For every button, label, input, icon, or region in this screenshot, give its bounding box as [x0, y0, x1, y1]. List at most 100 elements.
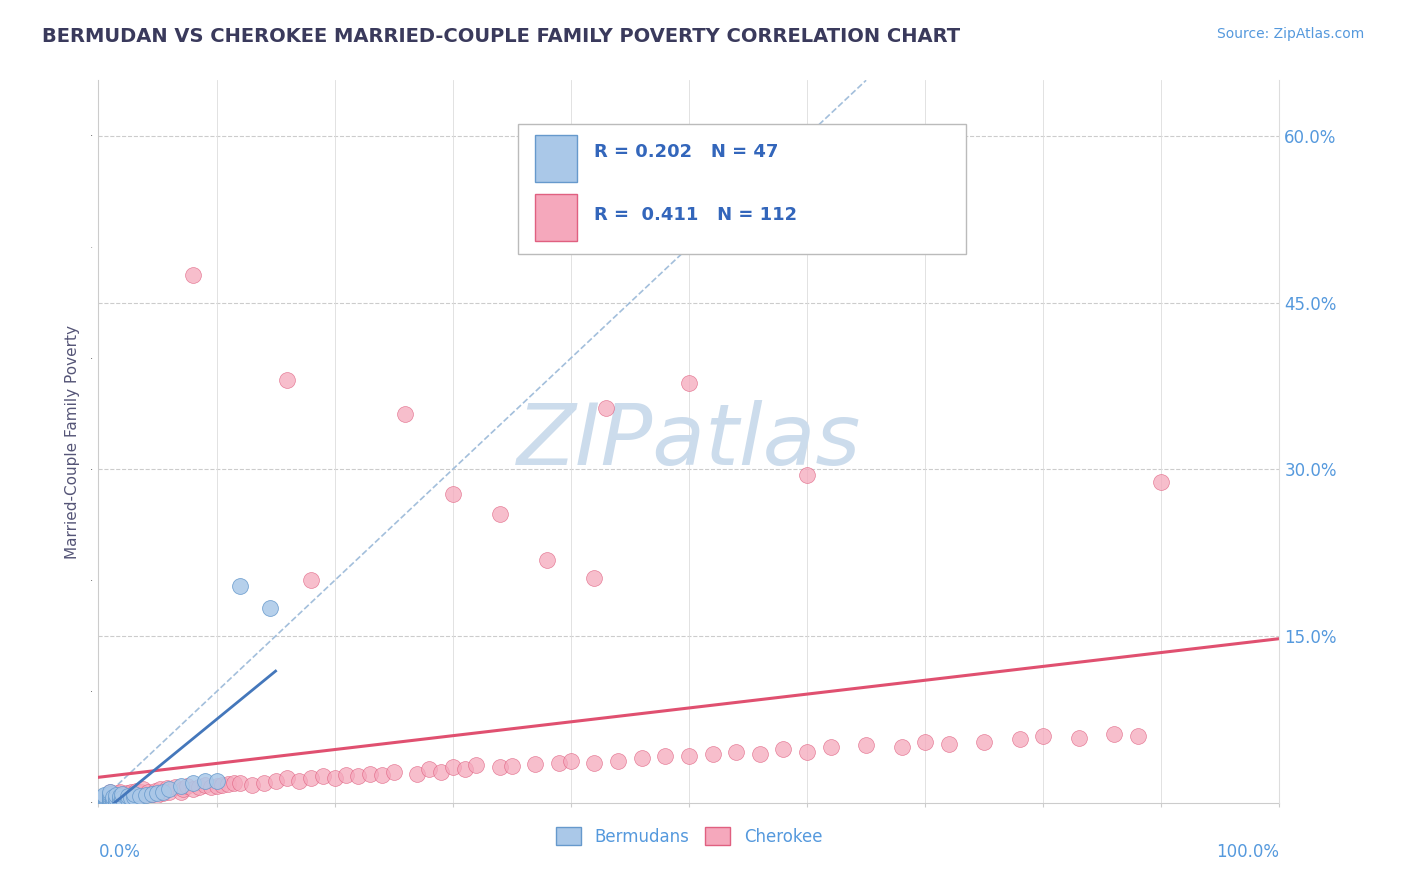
Point	[122, 791, 145, 805]
Point	[796, 745, 818, 759]
Point	[181, 776, 204, 790]
Point	[1008, 732, 1031, 747]
Point	[172, 782, 194, 797]
Point	[101, 795, 124, 809]
Point	[1126, 729, 1149, 743]
Point	[105, 790, 128, 805]
Point	[430, 764, 453, 779]
Point	[125, 783, 148, 797]
Legend: Bermudans, Cherokee: Bermudans, Cherokee	[548, 821, 830, 852]
Point	[107, 786, 129, 800]
Point	[205, 773, 228, 788]
Point	[276, 373, 298, 387]
Point	[489, 507, 512, 521]
Point	[820, 740, 842, 755]
Text: 100.0%: 100.0%	[1216, 843, 1279, 861]
Point	[1067, 731, 1090, 746]
Point	[128, 788, 150, 802]
Point	[406, 767, 429, 781]
Point	[152, 786, 174, 800]
Text: ZIPatlas: ZIPatlas	[517, 400, 860, 483]
Point	[259, 601, 281, 615]
Point	[96, 791, 118, 805]
Point	[141, 787, 163, 801]
Point	[194, 778, 217, 792]
Bar	[536, 194, 576, 241]
Point	[501, 759, 523, 773]
Point	[914, 734, 936, 748]
Point	[108, 792, 131, 806]
Point	[105, 788, 128, 802]
Point	[111, 788, 134, 802]
Point	[489, 760, 512, 774]
Point	[165, 780, 187, 795]
Point	[772, 742, 794, 756]
Point	[323, 772, 346, 786]
Point	[253, 776, 276, 790]
Point	[93, 788, 115, 802]
Point	[97, 790, 120, 805]
Point	[93, 796, 115, 810]
Point	[465, 758, 488, 772]
Point	[101, 790, 124, 805]
Y-axis label: Married-Couple Family Poverty: Married-Couple Family Poverty	[65, 325, 80, 558]
Point	[105, 788, 128, 802]
Point	[115, 786, 138, 800]
Point	[394, 407, 416, 421]
Point	[748, 747, 770, 761]
Point	[122, 787, 145, 801]
Point	[98, 795, 121, 809]
Point	[149, 782, 172, 797]
Point	[725, 745, 748, 759]
Point	[105, 795, 128, 809]
Point	[143, 783, 166, 797]
Point	[121, 785, 143, 799]
Point	[93, 791, 115, 805]
Point	[98, 785, 121, 799]
Point	[111, 792, 134, 806]
Point	[93, 796, 115, 810]
Point	[264, 773, 287, 788]
Point	[98, 787, 121, 801]
Point	[335, 768, 357, 782]
Point	[453, 763, 475, 777]
Point	[117, 790, 139, 805]
Point	[98, 794, 121, 808]
Point	[170, 785, 193, 799]
Point	[98, 787, 121, 801]
Point	[105, 791, 128, 805]
Point	[104, 789, 127, 804]
Point	[312, 769, 335, 783]
Point	[224, 776, 246, 790]
Point	[105, 794, 128, 808]
Point	[194, 773, 217, 788]
Point	[93, 796, 115, 810]
Point	[176, 779, 198, 793]
Point	[103, 791, 125, 805]
Point	[98, 785, 121, 799]
Point	[118, 787, 141, 801]
Point	[200, 780, 222, 795]
Point	[938, 737, 960, 751]
Point	[98, 792, 121, 806]
Point	[122, 786, 145, 800]
Point	[117, 792, 139, 806]
Point	[211, 778, 233, 792]
Point	[112, 789, 135, 804]
Point	[382, 764, 405, 779]
Point	[98, 789, 121, 804]
Point	[152, 785, 174, 799]
FancyBboxPatch shape	[517, 124, 966, 253]
Point	[181, 782, 204, 797]
Point	[157, 782, 180, 797]
Point	[678, 376, 700, 390]
Point	[371, 768, 394, 782]
Point	[93, 796, 115, 810]
Point	[548, 756, 571, 770]
Point	[595, 401, 617, 416]
Point	[117, 789, 139, 804]
Point	[98, 796, 121, 810]
Point	[170, 779, 193, 793]
Point	[93, 789, 115, 804]
Point	[630, 751, 652, 765]
